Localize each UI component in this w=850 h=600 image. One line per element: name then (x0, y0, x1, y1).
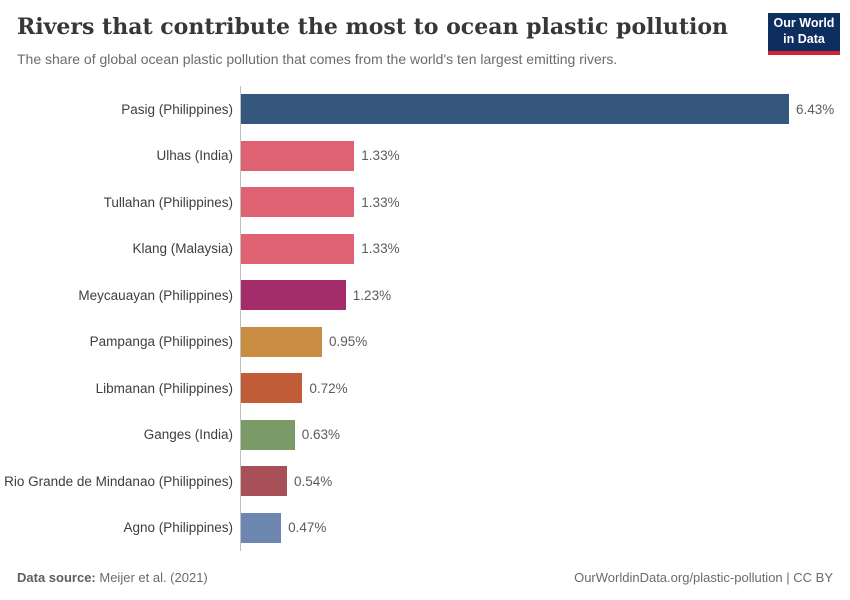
value-label: 0.63% (301, 427, 340, 443)
category-label: Ganges (India) (143, 427, 233, 443)
bar[interactable] (241, 373, 303, 404)
chart-row: Rio Grande de Mindanao (Philippines) 0.54… (0, 458, 850, 505)
y-axis-line (240, 86, 241, 551)
value-label: 1.23% (352, 287, 392, 303)
category-label: Libmanan (Philippines) (95, 380, 233, 396)
bar[interactable] (241, 326, 322, 357)
chart-row: Ulhas (India) 1.33% (0, 133, 850, 180)
bar[interactable] (241, 94, 789, 125)
data-source-label: Data source: (17, 570, 96, 585)
value-label: 0.54% (294, 473, 333, 489)
category-label: Pasig (Philippines) (121, 101, 233, 117)
chart-row: Agno (Philippines) 0.47% (0, 505, 850, 552)
chart-row: Ganges (India) 0.63% (0, 412, 850, 459)
bar[interactable] (241, 187, 355, 218)
category-label: Ulhas (India) (156, 148, 233, 164)
category-label: Tullahan (Philippines) (103, 194, 233, 210)
category-label: Pampanga (Philippines) (89, 334, 233, 350)
bar[interactable] (241, 466, 287, 497)
chart-row: Pasig (Philippines) 6.43% (0, 86, 850, 133)
owid-logo-line1: Our World (773, 16, 835, 30)
value-label: 1.33% (361, 194, 400, 210)
value-label: 1.33% (361, 241, 400, 257)
chart-row: Pampanga (Philippines) 0.95% (0, 319, 850, 366)
chart-row: Libmanan (Philippines) 0.72% (0, 365, 850, 412)
chart-subtitle: The share of global ocean plastic pollut… (17, 51, 618, 67)
bar[interactable] (241, 512, 282, 543)
bar[interactable] (241, 419, 295, 450)
data-source-value: Meijer et al. (2021) (99, 570, 208, 585)
value-label: 0.47% (288, 520, 327, 536)
value-label: 0.72% (309, 380, 348, 396)
chart-row: Meycauayan (Philippines) 1.23% (0, 272, 850, 319)
value-label: 6.43% (796, 101, 835, 117)
category-label: Meycauayan (Philippines) (78, 287, 233, 303)
owid-logo-accent-bar (768, 51, 840, 55)
category-label: Klang (Malaysia) (132, 241, 233, 257)
owid-logo-box: Our World in Data (768, 13, 840, 51)
category-label: Agno (Philippines) (123, 520, 233, 536)
chart-row: Tullahan (Philippines) 1.33% (0, 179, 850, 226)
footer-link[interactable]: OurWorldinData.org/plastic-pollution | C… (574, 570, 833, 585)
bar[interactable] (241, 233, 355, 264)
value-label: 0.95% (329, 334, 368, 350)
bar-chart: Pasig (Philippines) 6.43% Ulhas (India) 1.3… (0, 86, 850, 551)
value-label: 1.33% (361, 148, 400, 164)
data-source: Data source: Meijer et al. (2021) (17, 570, 208, 585)
owid-logo[interactable]: Our World in Data (768, 13, 840, 55)
bar[interactable] (241, 140, 355, 171)
chart-footer: Data source: Meijer et al. (2021) OurWor… (17, 570, 833, 585)
chart-title: Rivers that contribute the most to ocean… (17, 14, 729, 40)
chart-row: Klang (Malaysia) 1.33% (0, 226, 850, 273)
chart-rows: Pasig (Philippines) 6.43% Ulhas (India) 1.3… (0, 86, 850, 551)
category-label: Rio Grande de Mindanao (Philippines) (4, 473, 233, 489)
owid-logo-line2: in Data (783, 31, 825, 46)
bar[interactable] (241, 280, 346, 311)
